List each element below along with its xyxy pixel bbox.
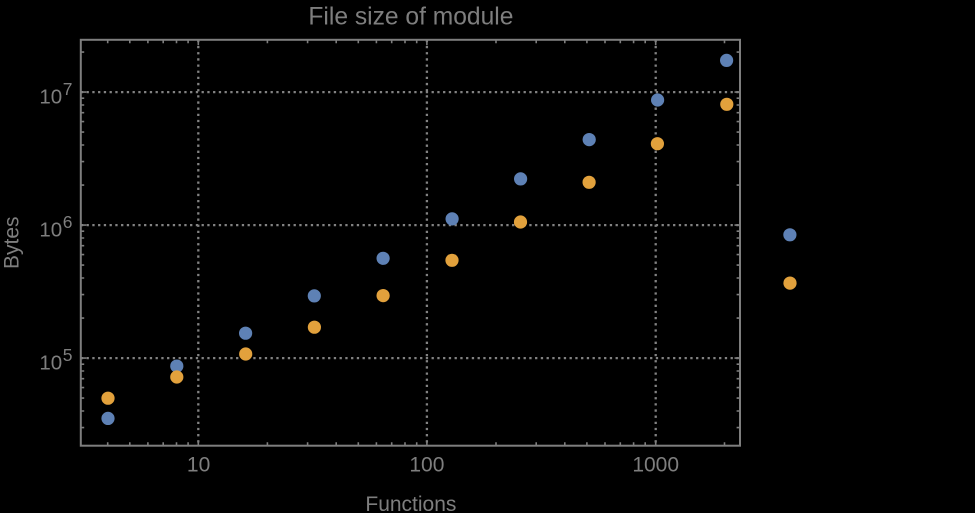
svg-text:1000: 1000 [632,454,679,477]
svg-text:10: 10 [39,218,62,241]
svg-text:6: 6 [63,212,73,232]
svg-text:10: 10 [187,454,210,477]
svg-text:100: 100 [409,454,444,477]
svg-text:10: 10 [39,85,62,108]
svg-text:Functions: Functions [365,493,456,513]
svg-text:7: 7 [63,79,73,99]
svg-text:5: 5 [63,345,73,365]
svg-text:10: 10 [39,351,62,374]
svg-text:Bytes: Bytes [0,216,23,269]
svg-text:File size of module: File size of module [308,3,513,30]
